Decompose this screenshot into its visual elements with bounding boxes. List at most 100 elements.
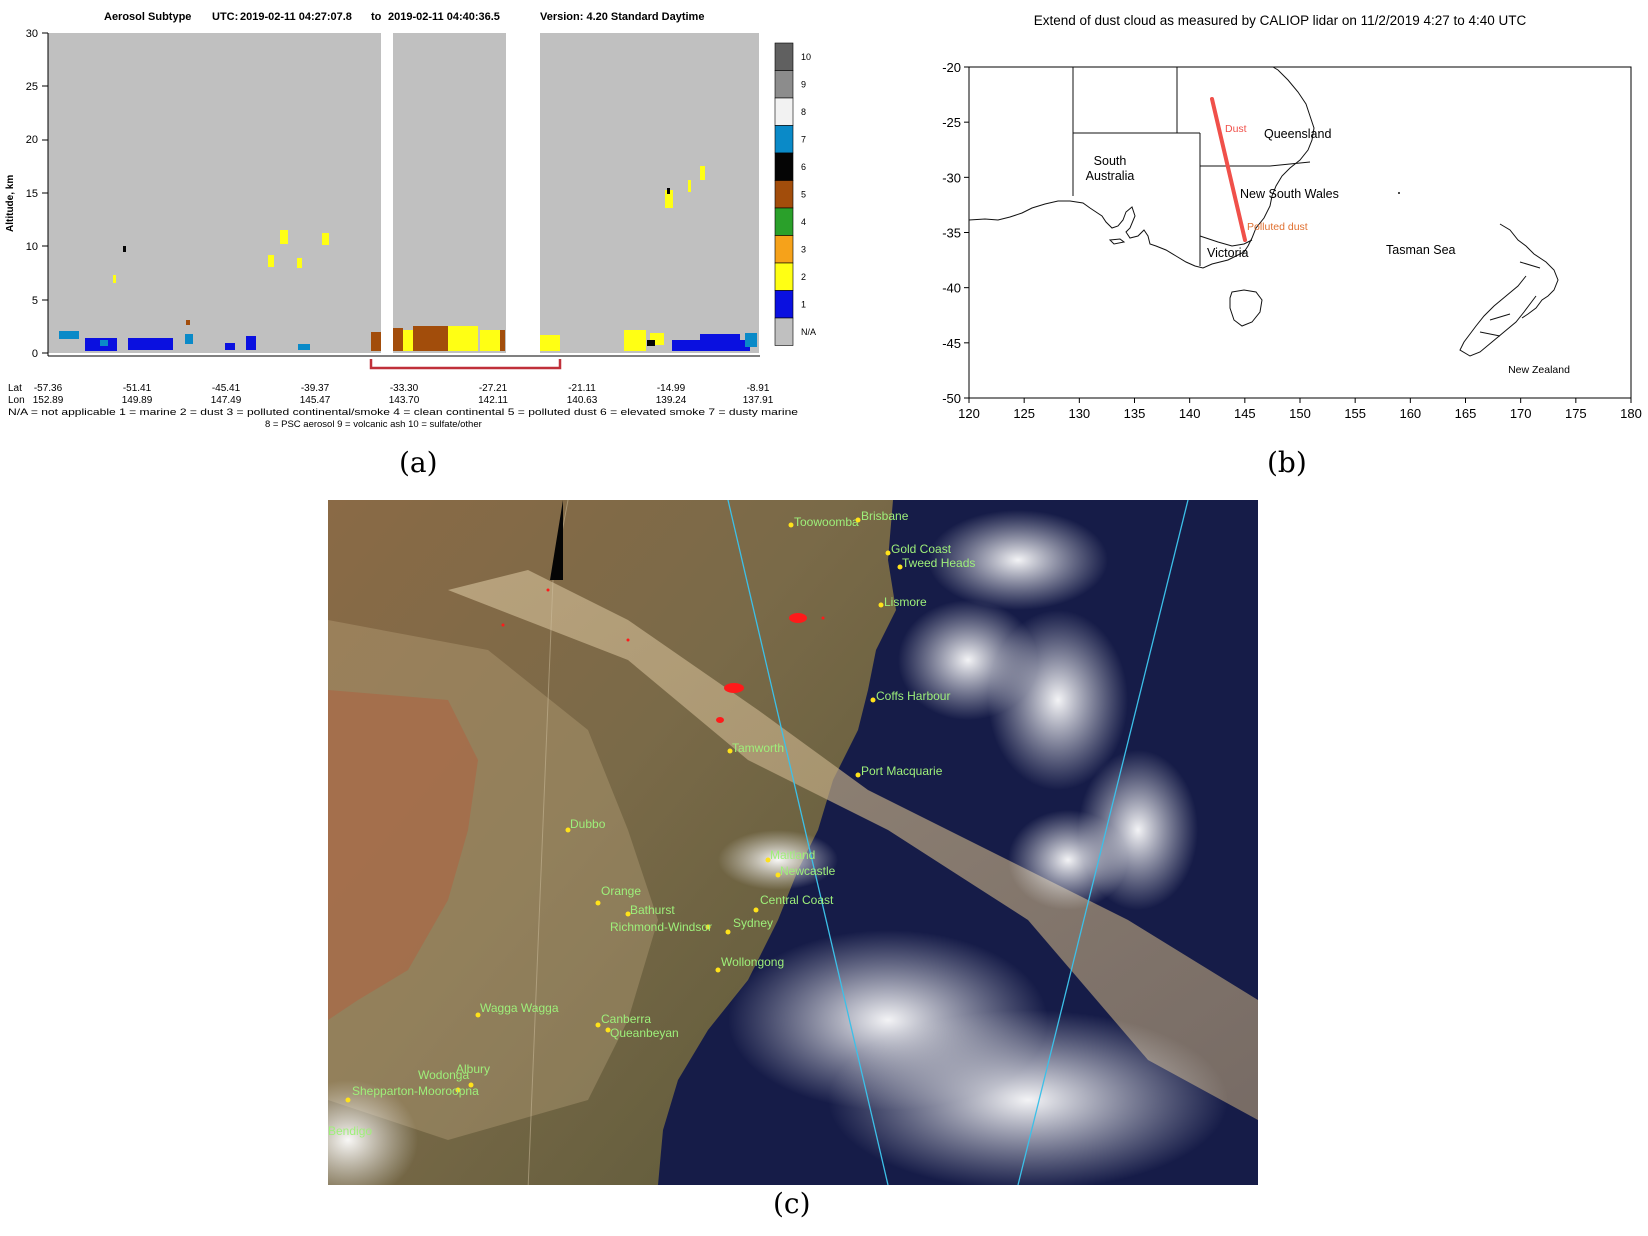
colorbar-swatch	[774, 290, 794, 319]
plot-header-start: 2019-02-11 04:27:07.8	[240, 11, 352, 23]
city-dot	[855, 772, 861, 778]
y-tick-label: 25	[26, 81, 38, 93]
y-axis-label: Altitude, km	[5, 175, 16, 232]
city-label: Tamworth	[732, 741, 784, 755]
colorbar-label: 10	[801, 52, 811, 62]
colorbar-swatch	[774, 207, 794, 236]
city-label: Bendigo	[328, 1124, 372, 1138]
map-x-tick-label: 150	[1289, 406, 1311, 421]
city-dot	[897, 564, 903, 570]
map-y-ticks: -20 -25 -30 -35 -40 -45 -50	[942, 60, 969, 406]
map-y-tick-label: -25	[942, 115, 961, 130]
dust-label: Dust	[1225, 123, 1247, 135]
lon-tick: 149.89	[122, 395, 153, 406]
city-label: Tweed Heads	[902, 556, 975, 570]
colorbar-swatch	[774, 180, 794, 209]
city-label: Wagga Wagga	[480, 1001, 559, 1015]
map-x-tick-label: 165	[1455, 406, 1477, 421]
subtype-legend-line-1: N/A = not applicable 1 = marine 2 = dust…	[8, 407, 798, 418]
australia-coastline	[968, 66, 1315, 327]
caliop-dust-track	[1210, 97, 1247, 242]
colorbar-swatch	[774, 70, 794, 99]
city-dot	[725, 929, 731, 935]
y-tick-label: 15	[26, 188, 38, 200]
colorbar-swatch	[774, 125, 794, 154]
city-dot	[605, 1027, 611, 1033]
y-tick-label: 0	[32, 348, 38, 360]
map-y-tick-label: -50	[942, 391, 961, 406]
lat-lon-ticks: -57.36 -51.41 -45.41 -39.37 -33.30 -27.2…	[33, 383, 774, 406]
city-label: Sydney	[733, 916, 773, 930]
colorbar-label: 3	[801, 244, 806, 254]
y-tick-label: 5	[32, 295, 38, 307]
city-dot	[715, 967, 721, 973]
map-x-tick-label: 135	[1124, 406, 1146, 421]
city-dot	[595, 1022, 601, 1028]
lon-tick: 147.49	[211, 395, 242, 406]
lat-tick: -8.91	[747, 383, 770, 394]
city-label: Bathurst	[630, 903, 675, 917]
lat-tick: -27.21	[479, 383, 508, 394]
lon-row-label: Lon	[8, 395, 25, 406]
swath-gap	[550, 500, 563, 580]
plot-header-end: 2019-02-11 04:40:36.5	[388, 11, 500, 23]
lon-tick: 137.91	[743, 395, 774, 406]
victoria-label: Victoria	[1207, 246, 1249, 260]
lon-tick: 139.24	[656, 395, 687, 406]
city-label: Canberra	[601, 1012, 651, 1026]
city-label: Albury	[456, 1062, 490, 1076]
city-dot	[565, 827, 571, 833]
map-x-tick-label: 140	[1179, 406, 1201, 421]
colorbar-label: 6	[801, 162, 806, 172]
lat-tick: -45.41	[212, 383, 241, 394]
city-label: Orange	[601, 884, 641, 898]
city-label: Toowoomba	[794, 515, 859, 529]
lon-tick: 142.11	[478, 395, 508, 406]
city-label: Maitland	[770, 848, 815, 862]
map-x-ticks: 120 125 130 135 140 145 150 155 160 165 170 175 180	[958, 398, 1642, 421]
curtain-background	[48, 33, 759, 353]
city-dot	[455, 1087, 461, 1093]
panel-c-label: (c)	[773, 1187, 811, 1220]
city-label: Gold Coast	[891, 542, 952, 556]
map-x-tick-label: 155	[1344, 406, 1366, 421]
panel-b-label: (b)	[1267, 446, 1307, 479]
lat-tick: -21.11	[568, 383, 596, 394]
colorbar-label: 2	[801, 272, 806, 282]
city-label: Brisbane	[861, 509, 909, 523]
lat-tick: -39.37	[301, 383, 330, 394]
caliop-track-west	[727, 499, 889, 1186]
city-label: Richmond-Windsor	[610, 920, 712, 934]
map-x-tick-label: 170	[1510, 406, 1532, 421]
colorbar-swatch	[774, 235, 794, 264]
city-dot	[775, 872, 781, 878]
city-dot	[765, 857, 771, 863]
city-label: Port Macquarie	[861, 764, 943, 778]
city-label: Shepparton-Mooroopna	[352, 1084, 479, 1098]
aerosol-features	[59, 166, 757, 351]
caliop-track-east	[1017, 499, 1189, 1186]
map-x-tick-label: 130	[1068, 406, 1090, 421]
subtype-legend-line-2: 8 = PSC aerosol 9 = volcanic ash 10 = su…	[265, 419, 482, 430]
city-dot	[878, 602, 884, 608]
plot-header-utc: UTC:	[212, 11, 238, 23]
plot-header-title: Aerosol Subtype	[104, 11, 191, 23]
city-dot	[855, 517, 861, 523]
lat-tick: -14.99	[657, 383, 686, 394]
map-x-tick-label: 120	[958, 406, 980, 421]
city-dot	[870, 697, 876, 703]
colorbar-swatch	[774, 317, 794, 346]
city-label: Wollongong	[721, 955, 784, 969]
map-y-tick-label: -35	[942, 226, 961, 241]
colorbar-swatch	[774, 262, 794, 291]
tasman-sea-label: Tasman Sea	[1386, 243, 1456, 257]
map-title: Extend of dust cloud as measured by CALI…	[1034, 13, 1527, 28]
map-x-tick-label: 175	[1565, 406, 1587, 421]
calipso-aerosol-plot: Aerosol Subtype UTC: 2019-02-11 04:27:07…	[5, 11, 816, 430]
city-label: Lismore	[884, 595, 927, 609]
plot-header-to: to	[371, 11, 382, 23]
queensland-label: Queensland	[1264, 127, 1331, 141]
polluted-dust-label: Polluted dust	[1247, 221, 1308, 233]
y-tick-label: 30	[26, 28, 38, 40]
